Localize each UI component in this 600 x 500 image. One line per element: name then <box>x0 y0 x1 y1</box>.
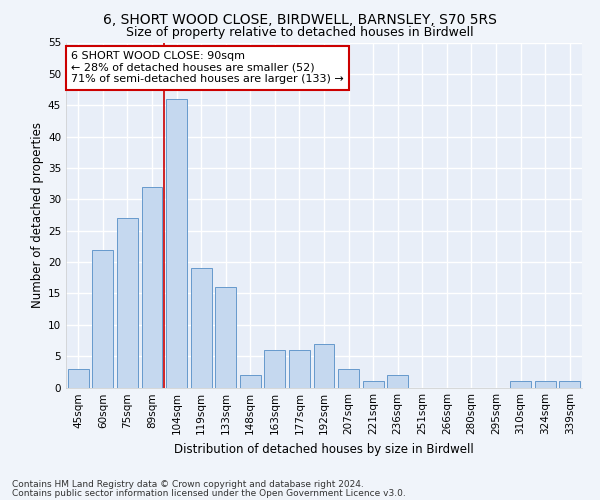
Text: Contains public sector information licensed under the Open Government Licence v3: Contains public sector information licen… <box>12 490 406 498</box>
Bar <box>215 287 236 388</box>
Bar <box>387 375 408 388</box>
Text: Size of property relative to detached houses in Birdwell: Size of property relative to detached ho… <box>126 26 474 39</box>
Bar <box>240 375 261 388</box>
Bar <box>338 368 359 388</box>
Bar <box>510 381 531 388</box>
Bar <box>166 99 187 388</box>
Bar <box>92 250 113 388</box>
Text: 6, SHORT WOOD CLOSE, BIRDWELL, BARNSLEY, S70 5RS: 6, SHORT WOOD CLOSE, BIRDWELL, BARNSLEY,… <box>103 12 497 26</box>
Text: Contains HM Land Registry data © Crown copyright and database right 2024.: Contains HM Land Registry data © Crown c… <box>12 480 364 489</box>
X-axis label: Distribution of detached houses by size in Birdwell: Distribution of detached houses by size … <box>174 443 474 456</box>
Bar <box>535 381 556 388</box>
Bar <box>142 187 163 388</box>
Bar <box>314 344 334 388</box>
Y-axis label: Number of detached properties: Number of detached properties <box>31 122 44 308</box>
Bar <box>191 268 212 388</box>
Bar <box>265 350 286 388</box>
Bar <box>559 381 580 388</box>
Bar <box>117 218 138 388</box>
Bar <box>68 368 89 388</box>
Bar <box>289 350 310 388</box>
Text: 6 SHORT WOOD CLOSE: 90sqm
← 28% of detached houses are smaller (52)
71% of semi-: 6 SHORT WOOD CLOSE: 90sqm ← 28% of detac… <box>71 51 344 84</box>
Bar <box>362 381 383 388</box>
